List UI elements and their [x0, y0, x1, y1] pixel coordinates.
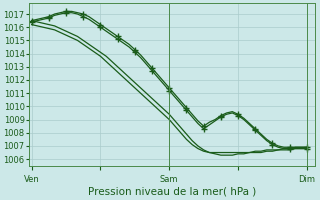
X-axis label: Pression niveau de la mer( hPa ): Pression niveau de la mer( hPa ) — [88, 187, 256, 197]
